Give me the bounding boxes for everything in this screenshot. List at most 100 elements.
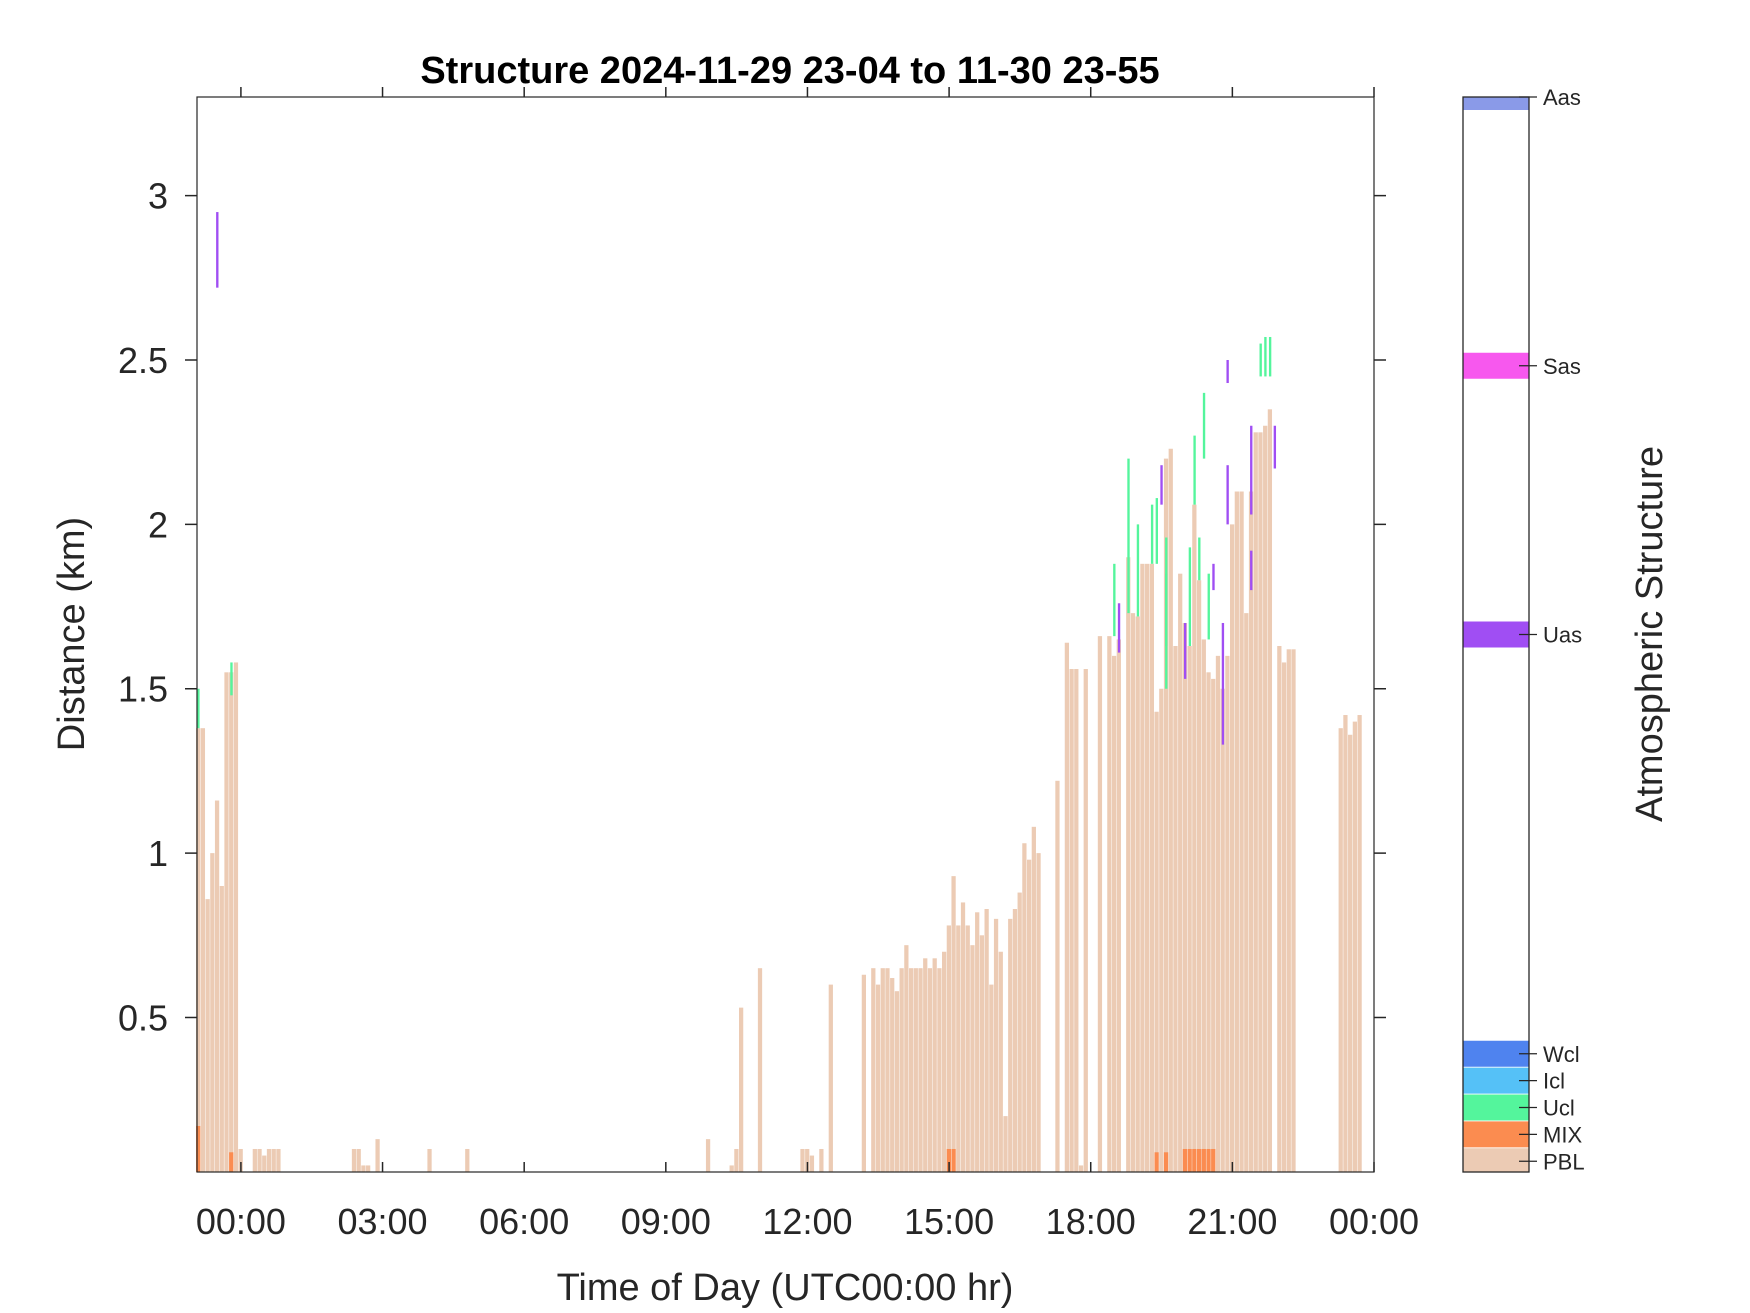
mix-bar [1182, 1148, 1188, 1172]
pbl-bar [1126, 557, 1131, 1172]
uas-segment [216, 212, 219, 288]
pbl-bar [200, 728, 206, 1172]
pbl-bar [229, 672, 234, 1172]
pbl-bar [1258, 432, 1263, 1172]
ucl-segment [1188, 547, 1192, 646]
colorbar-label: Atmospheric Structure [1629, 446, 1671, 822]
pbl-bar [927, 968, 933, 1172]
x-axis-label: Time of Day (UTC00:00 hr) [557, 1267, 1014, 1309]
pbl-bar [465, 1148, 470, 1172]
pbl-bar [1055, 780, 1060, 1172]
y-tick-label: 3 [148, 176, 168, 217]
pbl-bar [1145, 563, 1150, 1172]
plot-frame [196, 96, 1375, 1173]
pbl-bar [757, 968, 763, 1172]
ucl-segment [1264, 336, 1267, 377]
pbl-bar [705, 1139, 711, 1172]
uas-segment [1226, 465, 1229, 525]
pbl-bar [734, 1148, 739, 1172]
ucl-segment [1136, 524, 1140, 617]
pbl-bar [214, 800, 220, 1172]
mix-bar [946, 1148, 951, 1172]
y-tick-label: 1.5 [118, 669, 168, 710]
ucl-segment [197, 688, 200, 729]
pbl-bar [1149, 563, 1154, 1172]
pbl-bar [351, 1148, 357, 1172]
pbl-bar [800, 1148, 805, 1172]
ucl-segment [1113, 563, 1116, 637]
x-axis: 00:00 03:00 06:00 09:00 12:00 15:00 18:00 21:00… [196, 87, 1419, 1242]
ucl-segment [1259, 343, 1262, 377]
colorbar-swatch-mix [1463, 1121, 1529, 1148]
pbl-bar [890, 978, 895, 1172]
pbl-bar [210, 853, 215, 1172]
pbl-bar [942, 951, 947, 1172]
y-tick-label: 1 [148, 833, 168, 874]
colorbar-label-pbl: PBL [1543, 1149, 1585, 1174]
colorbar-label-aas: Aas [1543, 85, 1581, 110]
pbl-bar [1291, 649, 1296, 1172]
colorbar-swatch-wcl [1463, 1040, 1529, 1067]
pbl-bar [224, 672, 229, 1172]
mix-bar [1163, 1152, 1169, 1172]
pbl-bar [1154, 711, 1159, 1172]
pbl-bar [1234, 491, 1239, 1172]
pbl-bar [1263, 425, 1268, 1172]
mix-bar [1192, 1148, 1197, 1172]
pbl-bar [828, 984, 833, 1172]
pbl-bar [1277, 646, 1282, 1172]
pbl-bar [276, 1148, 281, 1172]
pbl-bar [861, 974, 866, 1172]
pbl-bar [1130, 613, 1136, 1172]
pbl-bar [1244, 613, 1249, 1172]
pbl-bar [257, 1148, 262, 1172]
colorbar-swatch-uas [1463, 621, 1529, 648]
pbl-bar [1140, 563, 1145, 1172]
pbl-bar [908, 968, 914, 1172]
pbl-bar [252, 1148, 257, 1172]
mix-bar [229, 1152, 234, 1172]
pbl-bar [1352, 721, 1357, 1172]
pbl-bar [1116, 639, 1121, 1172]
ucl-segment [1155, 498, 1158, 564]
ucl-segment [1198, 537, 1201, 581]
pbl-bar [1267, 409, 1273, 1172]
uas-segment [1250, 550, 1253, 591]
y-axis: 0.5 1 1.5 2 2.5 3 [118, 176, 1386, 1038]
uas-segment [1226, 360, 1229, 384]
mix-bar [1187, 1148, 1192, 1172]
pbl-bar [266, 1148, 272, 1172]
x-tick-label: 18:00 [1046, 1201, 1136, 1242]
pbl-bar [1022, 843, 1027, 1172]
pbl-bar [1182, 622, 1188, 1172]
pbl-bar [979, 935, 985, 1172]
pbl-bar [1192, 504, 1197, 1172]
pbl-bar [262, 1155, 267, 1172]
pbl-bar [880, 968, 885, 1172]
pbl-bar [1111, 655, 1117, 1172]
pbl-bar [1074, 669, 1079, 1172]
pbl-bar [984, 909, 989, 1172]
pbl-bar [913, 968, 918, 1172]
mix-bar [1211, 1148, 1216, 1172]
pbl-bar [205, 899, 210, 1172]
ucl-segment [1165, 573, 1168, 646]
ucl-segment [230, 662, 233, 696]
pbl-bar [356, 1148, 361, 1172]
pbl-bar [956, 925, 961, 1172]
uas-segment [1250, 425, 1253, 515]
pbl-bar [965, 925, 970, 1172]
pbl-bar [1338, 728, 1343, 1172]
plot-bars [196, 212, 1362, 1172]
pbl-bar [1083, 669, 1088, 1172]
pbl-bar [219, 885, 224, 1172]
pbl-bar [1168, 448, 1173, 1172]
pbl-bar [1357, 715, 1362, 1172]
pbl-bar [375, 1139, 380, 1172]
colorbar-swatch-sas [1463, 352, 1529, 379]
pbl-bar [885, 968, 890, 1172]
ucl-segment [1150, 504, 1154, 564]
pbl-bar [1173, 646, 1178, 1172]
ucl-segment [1193, 435, 1196, 505]
pbl-bar [1187, 646, 1192, 1172]
